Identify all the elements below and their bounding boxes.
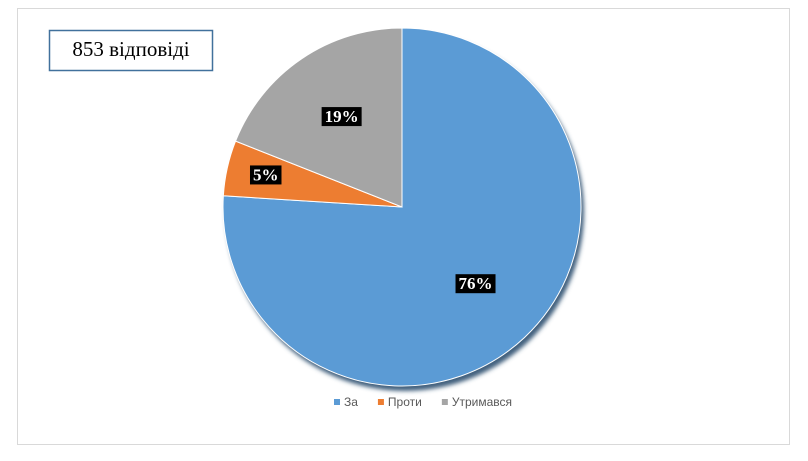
data-label: 19% <box>325 107 359 126</box>
legend-label: Утримався <box>452 395 512 409</box>
legend-swatch <box>377 399 384 405</box>
pie-slice <box>234 27 403 208</box>
chart-title: 853 відповіді <box>72 37 189 61</box>
legend: За Проти Утримався <box>334 395 512 409</box>
data-label-bg <box>321 107 362 127</box>
data-label: 5% <box>253 165 279 184</box>
data-label: 76% <box>459 274 493 293</box>
data-labels: 76% 5% 19% <box>249 107 496 294</box>
data-label-bg <box>249 165 282 185</box>
legend-label: За <box>344 395 358 409</box>
title-box <box>48 29 214 72</box>
data-label-bg <box>455 274 496 294</box>
legend-label: Проти <box>388 395 422 409</box>
legend-swatch <box>441 399 448 405</box>
pie <box>222 27 582 387</box>
legend-swatch <box>334 399 340 405</box>
pie-slice <box>222 27 582 387</box>
